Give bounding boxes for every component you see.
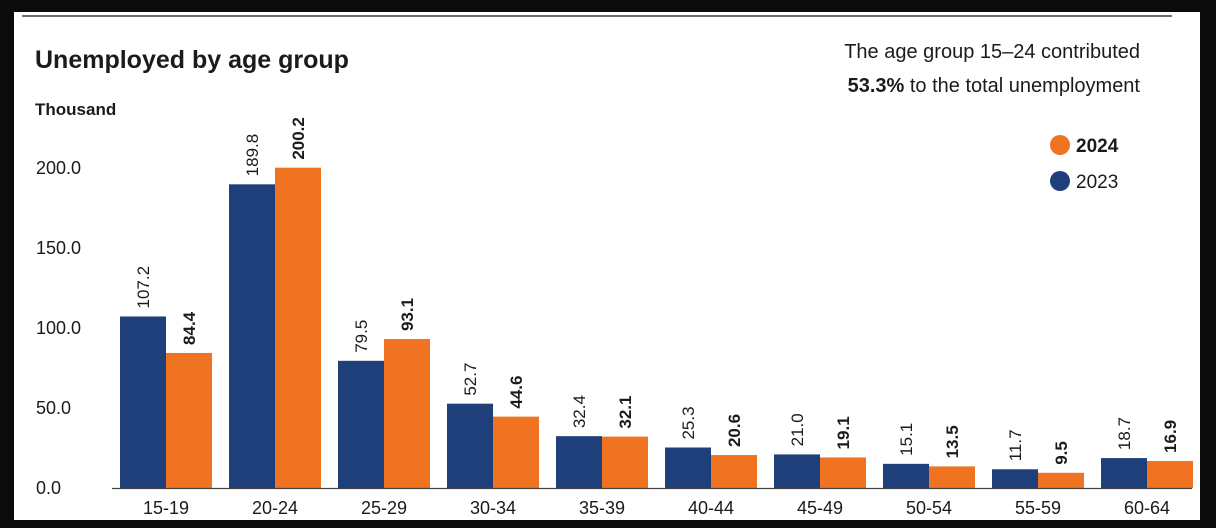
y-axis-ticks: 0.0 50.0 100.0 150.0 200.0 [36, 158, 81, 498]
x-tick-label: 55-59 [1015, 498, 1061, 518]
y-tick-label: 150.0 [36, 238, 81, 258]
chart-title: Unemployed by age group [35, 46, 349, 74]
y-axis-label: Thousand [35, 100, 116, 119]
value-label-2023-40-44: 25.3 [679, 406, 698, 439]
bar-2023-15-19 [120, 316, 166, 488]
y-tick-label: 200.0 [36, 158, 81, 178]
value-label-2024-60-64: 16.9 [1161, 420, 1180, 453]
x-tick-label: 60-64 [1124, 498, 1170, 518]
bar-2023-60-64 [1101, 458, 1147, 488]
value-label-2023-15-19: 107.2 [134, 266, 153, 309]
value-label-2023-55-59: 11.7 [1006, 429, 1025, 461]
value-label-2023-35-39: 32.4 [570, 395, 589, 428]
bar-2024-35-39 [602, 436, 648, 488]
bar-2024-30-34 [493, 416, 539, 488]
value-label-2024-45-49: 19.1 [834, 416, 853, 449]
value-label-2024-20-24: 200.2 [289, 117, 308, 160]
legend-label-2023: 2023 [1076, 172, 1118, 193]
value-label-2024-15-19: 84.4 [180, 311, 199, 345]
x-tick-label: 30-34 [470, 498, 516, 518]
bar-2023-50-54 [883, 463, 929, 488]
x-axis-ticks: 15-19 20-24 25-29 30-34 35-39 40-44 45-49 50-54… [143, 498, 1170, 518]
x-tick-label: 15-19 [143, 498, 189, 518]
bar-2024-25-29 [384, 339, 430, 488]
x-tick-label: 35-39 [579, 498, 625, 518]
bars: 107.2 84.4 189.8 200.2 79.5 93.1 52.7 44.6 32.4 3… [112, 117, 1193, 490]
value-label-2023-50-54: 15.1 [897, 423, 916, 456]
bar-2024-15-19 [166, 352, 212, 488]
bar-2023-25-29 [338, 360, 384, 488]
bar-2023-40-44 [665, 447, 711, 488]
bar-2024-50-54 [929, 466, 975, 488]
x-tick-label: 45-49 [797, 498, 843, 518]
legend-label-2024: 2024 [1076, 136, 1119, 157]
value-label-2024-30-34: 44.6 [507, 376, 526, 409]
value-label-2024-40-44: 20.6 [725, 414, 744, 447]
y-tick-label: 50.0 [36, 398, 71, 418]
annotation-line-1: The age group 15–24 contributed [844, 41, 1140, 63]
value-label-2024-35-39: 32.1 [616, 396, 635, 429]
bar-2023-30-34 [447, 403, 493, 488]
bar-2023-55-59 [992, 469, 1038, 488]
y-tick-label: 0.0 [36, 478, 61, 498]
legend-swatch-2024 [1050, 135, 1070, 155]
annotation-line-2: 53.3% to the total unemployment [848, 75, 1141, 97]
bar-2023-35-39 [556, 436, 602, 488]
x-tick-label: 40-44 [688, 498, 734, 518]
bar-2024-20-24 [275, 167, 321, 488]
value-label-2023-20-24: 189.8 [243, 134, 262, 177]
legend-swatch-2023 [1050, 171, 1070, 191]
bar-2024-60-64 [1147, 460, 1193, 488]
x-tick-label: 50-54 [906, 498, 952, 518]
annotation-line-2-rest: to the total unemployment [904, 75, 1140, 97]
value-label-2023-60-64: 18.7 [1115, 417, 1134, 450]
value-label-2024-25-29: 93.1 [398, 298, 417, 331]
bar-2024-40-44 [711, 455, 757, 488]
value-label-2023-25-29: 79.5 [352, 320, 371, 353]
bar-2024-55-59 [1038, 472, 1084, 488]
bar-2023-45-49 [774, 454, 820, 488]
annotation-bold-value: 53.3% [848, 75, 905, 97]
value-label-2023-30-34: 52.7 [461, 363, 480, 396]
y-tick-label: 100.0 [36, 318, 81, 338]
legend: 2024 2023 [1050, 135, 1119, 193]
bar-2023-20-24 [229, 184, 275, 488]
value-label-2024-55-59: 9.5 [1052, 441, 1071, 465]
value-label-2023-45-49: 21.0 [788, 413, 807, 446]
x-tick-label: 25-29 [361, 498, 407, 518]
value-label-2024-50-54: 13.5 [943, 425, 962, 458]
x-tick-label: 20-24 [252, 498, 298, 518]
bar-2024-45-49 [820, 457, 866, 488]
